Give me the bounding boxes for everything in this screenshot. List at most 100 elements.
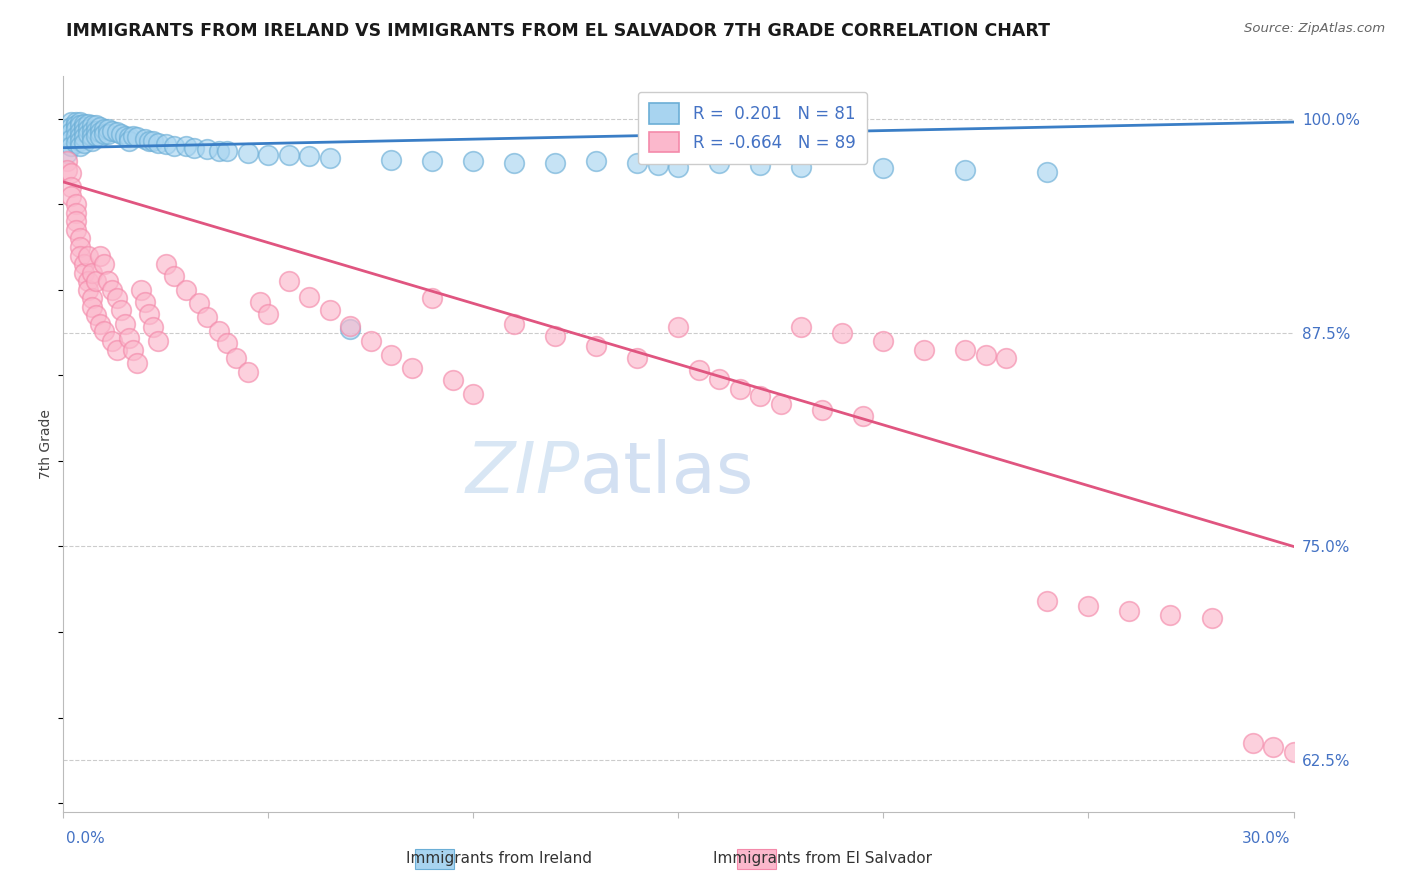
Point — [73, 136, 96, 150]
Point — [65, 214, 87, 228]
Point — [89, 317, 111, 331]
Point — [76, 121, 98, 136]
Point — [225, 351, 247, 366]
Point — [89, 130, 111, 145]
Point — [1241, 736, 1264, 750]
Point — [84, 119, 107, 133]
Point — [134, 294, 156, 309]
Point — [105, 343, 128, 357]
Point — [831, 326, 853, 340]
Point — [709, 372, 731, 386]
Point — [142, 134, 165, 148]
Point — [84, 309, 107, 323]
Point — [236, 365, 259, 379]
Point — [1077, 599, 1099, 614]
Point — [749, 158, 772, 172]
Point — [118, 130, 141, 145]
Point — [503, 317, 526, 331]
Point — [80, 128, 103, 143]
Point — [319, 151, 342, 165]
Point — [110, 303, 132, 318]
Point — [257, 307, 280, 321]
Point — [80, 123, 103, 137]
Point — [422, 154, 444, 169]
Point — [76, 127, 98, 141]
Point — [65, 136, 87, 150]
Point — [183, 141, 205, 155]
Point — [60, 125, 83, 139]
Point — [790, 320, 813, 334]
Point — [401, 361, 423, 376]
Point — [1036, 594, 1059, 608]
Point — [69, 115, 91, 129]
Text: ZIP: ZIP — [465, 439, 579, 508]
Point — [668, 320, 690, 334]
Point — [728, 382, 751, 396]
Point — [84, 128, 107, 143]
Point — [422, 291, 444, 305]
Text: Source: ZipAtlas.com: Source: ZipAtlas.com — [1244, 22, 1385, 36]
Point — [93, 127, 115, 141]
Point — [80, 134, 103, 148]
Point — [852, 409, 875, 424]
Point — [463, 387, 485, 401]
Point — [118, 134, 141, 148]
Point — [277, 274, 299, 288]
Point — [298, 149, 321, 163]
Text: atlas: atlas — [579, 439, 755, 508]
Point — [208, 144, 231, 158]
Point — [914, 343, 936, 357]
Point — [174, 283, 197, 297]
Point — [298, 289, 321, 303]
Point — [76, 248, 98, 262]
Point — [69, 119, 91, 133]
Point — [73, 266, 96, 280]
Point — [668, 160, 690, 174]
Point — [73, 125, 96, 139]
Point — [101, 283, 124, 297]
Text: 30.0%: 30.0% — [1243, 831, 1291, 847]
Text: Immigrants from El Salvador: Immigrants from El Salvador — [713, 851, 932, 865]
Point — [122, 343, 145, 357]
Point — [955, 343, 977, 357]
Point — [163, 268, 186, 283]
Point — [80, 266, 103, 280]
Point — [688, 363, 710, 377]
Point — [127, 130, 149, 145]
Point — [360, 334, 382, 348]
Point — [277, 147, 299, 161]
Point — [105, 125, 128, 139]
Point — [101, 334, 124, 348]
Point — [872, 161, 894, 176]
Point — [187, 296, 209, 310]
Point — [60, 120, 83, 135]
Text: IMMIGRANTS FROM IRELAND VS IMMIGRANTS FROM EL SALVADOR 7TH GRADE CORRELATION CHA: IMMIGRANTS FROM IRELAND VS IMMIGRANTS FR… — [66, 22, 1050, 40]
Y-axis label: 7th Grade: 7th Grade — [39, 409, 53, 479]
Point — [146, 136, 169, 150]
Point — [73, 120, 96, 135]
Point — [97, 274, 120, 288]
Point — [1036, 164, 1059, 178]
Point — [80, 119, 103, 133]
Point — [129, 283, 152, 297]
Point — [319, 303, 342, 318]
Point — [110, 127, 132, 141]
Point — [97, 127, 120, 141]
Point — [749, 389, 772, 403]
Point — [647, 158, 669, 172]
Point — [155, 257, 177, 271]
Point — [84, 274, 107, 288]
Point — [65, 205, 87, 219]
Point — [73, 117, 96, 131]
Point — [463, 154, 485, 169]
Point — [217, 144, 239, 158]
Point — [544, 329, 567, 343]
Point — [1201, 611, 1223, 625]
Point — [380, 348, 402, 362]
Point — [626, 351, 648, 366]
Point — [56, 145, 79, 160]
Point — [60, 132, 83, 146]
Point — [60, 180, 83, 194]
Point — [80, 291, 103, 305]
Point — [69, 134, 91, 148]
